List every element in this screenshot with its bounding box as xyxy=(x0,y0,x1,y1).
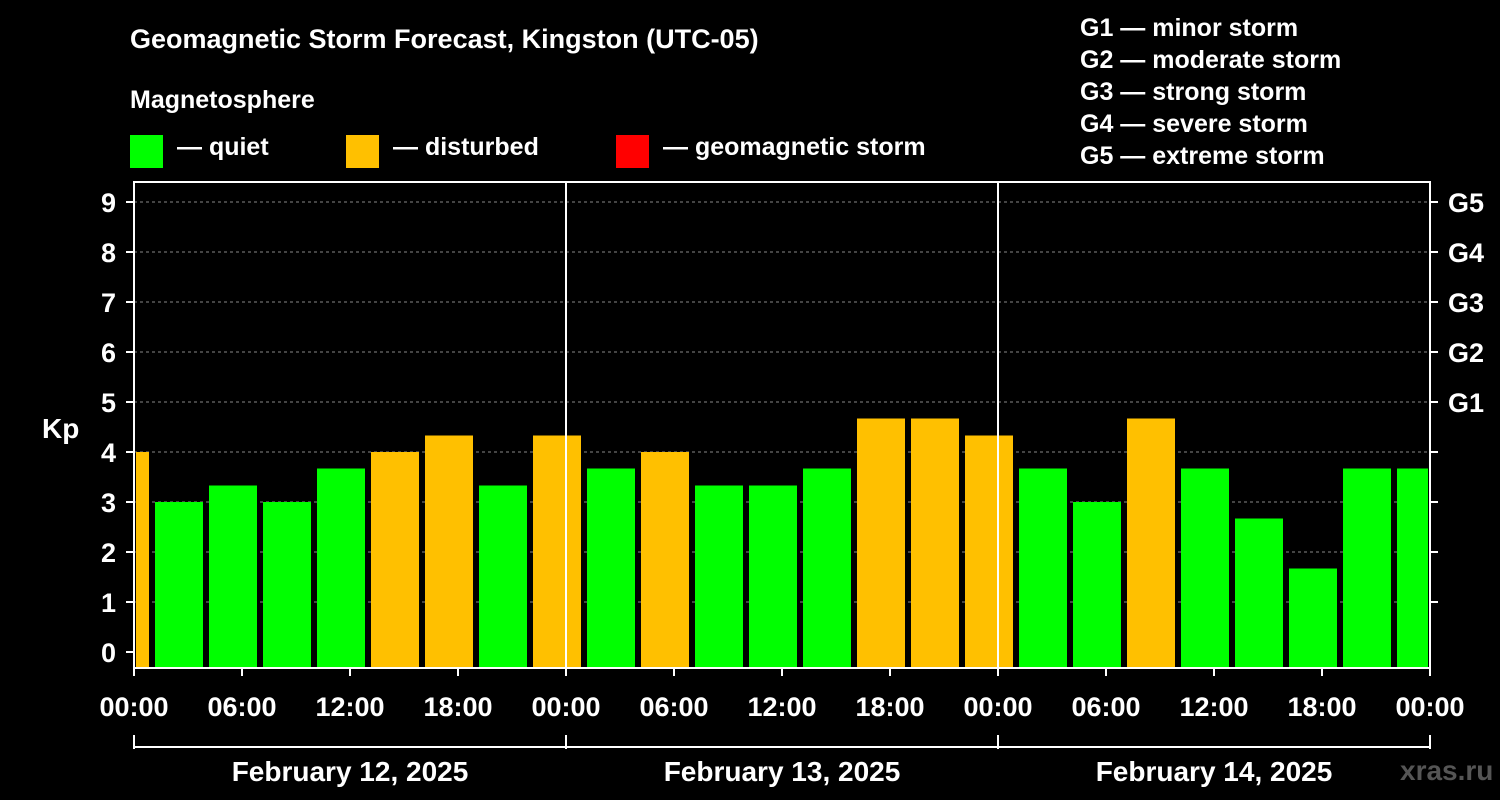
g-level-label-g2: G2 xyxy=(1448,338,1484,368)
g-level-label-g1: G1 xyxy=(1448,388,1484,418)
g-level-label-g5: G5 xyxy=(1448,188,1484,218)
x-tick-label-2: 12:00 xyxy=(315,692,384,722)
kp-bar-4 xyxy=(263,502,311,668)
kp-bar-20 xyxy=(1127,418,1175,668)
day-label-2: February 13, 2025 xyxy=(664,756,901,787)
g-scale-g1: G1 — minor storm xyxy=(1080,14,1299,42)
kp-bar-23 xyxy=(1289,568,1337,668)
kp-bar-14 xyxy=(803,468,851,668)
legend-swatch-quiet xyxy=(130,135,163,168)
g-scale-g4: G4 — severe storm xyxy=(1080,110,1308,138)
y-tick-label-4: 4 xyxy=(101,438,116,468)
y-tick-label-5: 5 xyxy=(101,388,116,418)
y-tick-label-7: 7 xyxy=(101,288,116,318)
y-tick-label-9: 9 xyxy=(101,188,116,218)
kp-bar-11 xyxy=(641,452,689,668)
kp-bar-12 xyxy=(695,485,743,668)
kp-bar-24 xyxy=(1343,468,1391,668)
x-tick-label-3: 18:00 xyxy=(423,692,492,722)
y-axis-label: Kp xyxy=(42,413,79,444)
x-tick-label-4: 00:00 xyxy=(531,692,600,722)
kp-bar-2 xyxy=(155,502,203,668)
x-tick-label-9: 06:00 xyxy=(1071,692,1140,722)
day-label-3: February 14, 2025 xyxy=(1096,756,1333,787)
x-tick-label-0: 00:00 xyxy=(99,692,168,722)
kp-bar-16 xyxy=(911,418,959,668)
kp-bar-1 xyxy=(136,452,149,668)
kp-bar-13 xyxy=(749,485,797,668)
y-tick-label-1: 1 xyxy=(101,588,116,618)
kp-bar-8 xyxy=(479,485,527,668)
kp-bar-7 xyxy=(425,435,473,668)
x-tick-label-1: 06:00 xyxy=(207,692,276,722)
kp-bar-17 xyxy=(965,435,1013,668)
kp-bar-3 xyxy=(209,485,257,668)
chart-title: Geomagnetic Storm Forecast, Kingston (UT… xyxy=(130,24,759,54)
kp-bar-18 xyxy=(1019,468,1067,668)
legend-label-quiet: — quiet xyxy=(177,133,269,161)
legend-swatch-storm xyxy=(616,135,649,168)
kp-bar-9 xyxy=(533,435,581,668)
kp-bar-10 xyxy=(587,468,635,668)
kp-bar-22 xyxy=(1235,518,1283,668)
x-tick-label-7: 18:00 xyxy=(855,692,924,722)
legend-label-storm: — geomagnetic storm xyxy=(663,133,926,161)
x-tick-label-6: 12:00 xyxy=(747,692,816,722)
day-label-1: February 12, 2025 xyxy=(232,756,469,787)
g-scale-g3: G3 — strong storm xyxy=(1080,78,1307,106)
kp-bar-5 xyxy=(317,468,365,668)
kp-bar-25 xyxy=(1397,468,1428,668)
y-tick-label-3: 3 xyxy=(101,488,116,518)
g-scale-g2: G2 — moderate storm xyxy=(1080,46,1342,74)
g-level-label-g3: G3 xyxy=(1448,288,1484,318)
x-tick-label-5: 06:00 xyxy=(639,692,708,722)
x-tick-label-12: 00:00 xyxy=(1395,692,1464,722)
legend-heading: Magnetosphere xyxy=(130,86,315,114)
legend-swatch-disturbed xyxy=(346,135,379,168)
kp-bar-6 xyxy=(371,452,419,668)
kp-bar-21 xyxy=(1181,468,1229,668)
x-tick-label-8: 00:00 xyxy=(963,692,1032,722)
y-tick-label-2: 2 xyxy=(101,538,116,568)
kp-bar-19 xyxy=(1073,502,1121,668)
g-scale-g5: G5 — extreme storm xyxy=(1080,142,1325,170)
x-tick-label-10: 12:00 xyxy=(1179,692,1248,722)
legend-label-disturbed: — disturbed xyxy=(393,133,539,161)
y-tick-label-8: 8 xyxy=(101,238,116,268)
kp-bar-15 xyxy=(857,418,905,668)
y-tick-label-0: 0 xyxy=(101,638,116,668)
g-level-label-g4: G4 xyxy=(1448,238,1484,268)
y-tick-label-6: 6 xyxy=(101,338,116,368)
watermark: xras.ru xyxy=(1400,755,1494,786)
x-tick-label-11: 18:00 xyxy=(1287,692,1356,722)
